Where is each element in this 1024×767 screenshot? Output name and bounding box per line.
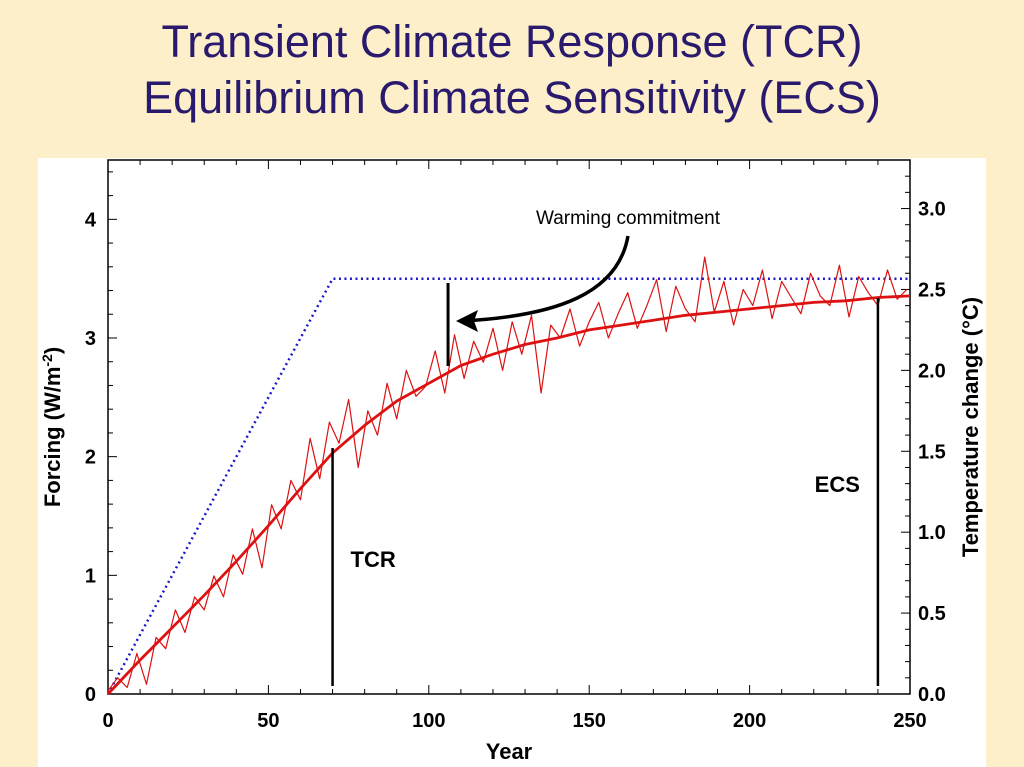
commitment-label: Warming commitment	[536, 208, 721, 229]
y-right-tick-label: 0.5	[918, 603, 946, 625]
commitment-arrow-head	[456, 310, 478, 332]
chart-svg: TCR ECS Warming commitment 0 50 100 150 200 250…	[39, 159, 983, 764]
commitment-arrow-curve	[461, 235, 630, 323]
series-smoothed-temperature-line	[106, 294, 911, 695]
tcr-label: TCR	[351, 547, 396, 572]
x-tick-label: 150	[573, 710, 606, 732]
x-tick-label: 250	[893, 710, 926, 732]
y-left-tick-label: 2	[85, 447, 96, 469]
chart-panel: TCR ECS Warming commitment 0 50 100 150 200 250…	[38, 158, 986, 767]
y-right-tick-label: 0.0	[918, 684, 946, 706]
y-left-axis-title: Forcing (W/m-2)	[39, 347, 65, 507]
plot-frame	[107, 159, 911, 695]
title-line-2: Equilibrium Climate Sensitivity (ECS)	[143, 72, 881, 123]
slide-title: Transient Climate Response (TCR) Equilib…	[0, 14, 1024, 126]
series-noisy-temperature-line	[107, 256, 908, 692]
y-right-tick-label: 2.0	[918, 360, 946, 382]
y-right-tick-label: 1.5	[918, 441, 946, 463]
y-right-tick-label: 2.5	[918, 279, 946, 301]
title-line-1: Transient Climate Response (TCR)	[161, 16, 863, 67]
x-tick-label: 0	[102, 710, 113, 732]
x-axis-title: Year	[486, 739, 533, 764]
y-left-tick-label: 3	[85, 328, 96, 350]
y-right-tick-label: 3.0	[918, 199, 946, 221]
x-tick-label: 100	[412, 710, 445, 732]
ecs-label: ECS	[815, 472, 860, 497]
y-left-tick-label: 1	[85, 565, 96, 587]
y-right-tick-label: 1.0	[918, 522, 946, 544]
x-tick-label: 50	[257, 710, 279, 732]
y-right-axis-title: Temperature change (°C)	[958, 297, 983, 557]
x-tick-label: 200	[733, 710, 766, 732]
y-left-tick-label: 0	[85, 684, 96, 706]
y-left-tick-label: 4	[85, 209, 97, 231]
